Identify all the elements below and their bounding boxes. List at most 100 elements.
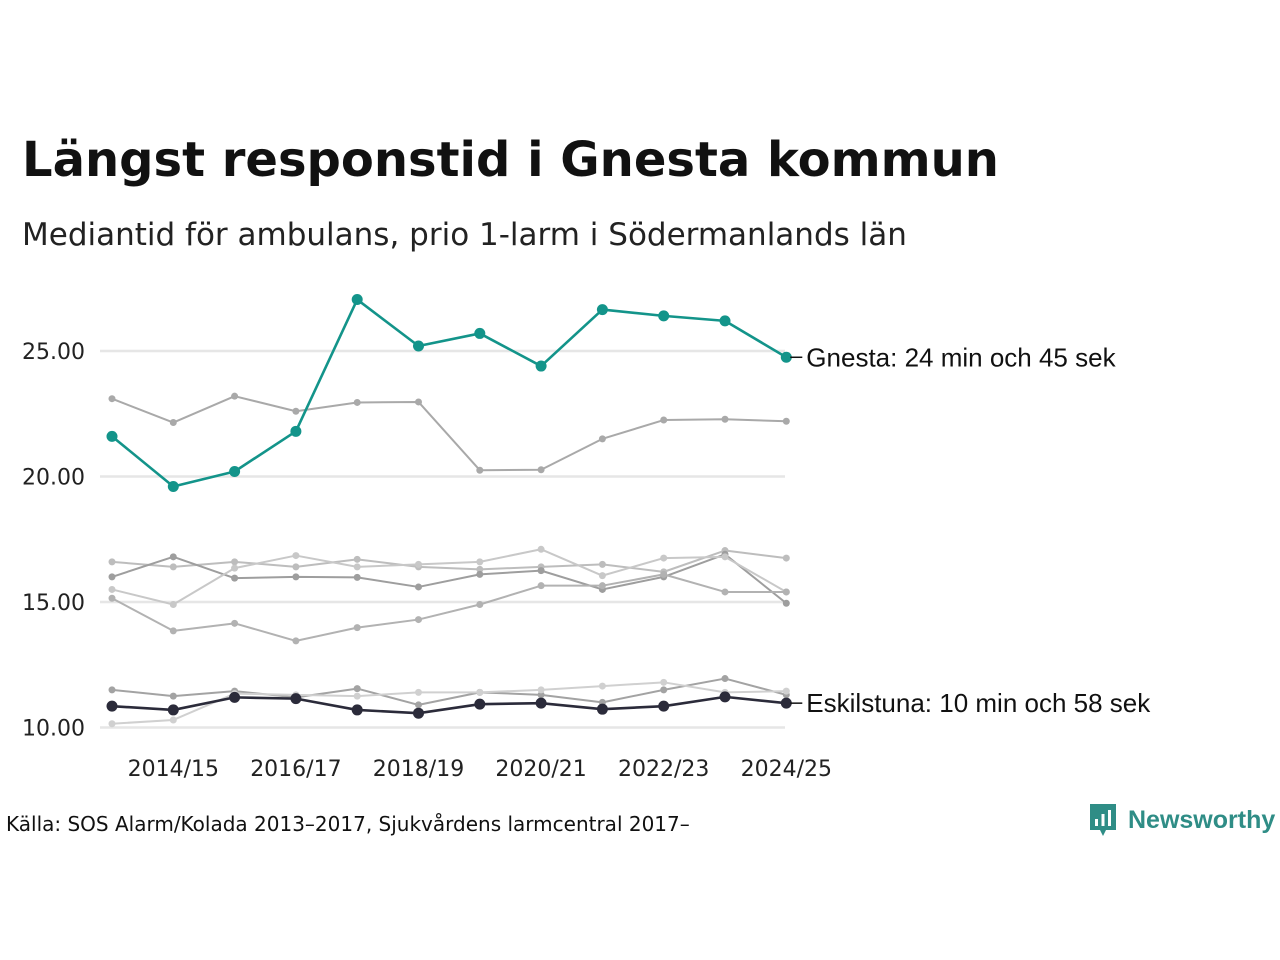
series-line: [111, 681, 787, 725]
series-line: [111, 549, 787, 573]
data-point: [782, 417, 790, 425]
data-point: [229, 465, 241, 477]
series-line: [111, 553, 787, 605]
series-line: [111, 298, 787, 488]
data-point: [106, 430, 118, 442]
data-point: [108, 594, 116, 602]
data-point: [660, 416, 668, 424]
series-kommun-c: [108, 550, 790, 607]
data-point: [476, 565, 484, 573]
series-line: [111, 548, 787, 606]
data-point: [598, 572, 606, 580]
series-lines: [106, 294, 792, 728]
data-point: [537, 691, 545, 699]
data-point: [537, 545, 545, 553]
data-point: [537, 466, 545, 474]
data-point: [169, 601, 177, 609]
y-tick-label: 10.00: [22, 717, 85, 742]
data-point: [415, 616, 422, 624]
newsworthy-chart-icon: [1090, 804, 1116, 836]
data-point: [598, 560, 606, 568]
data-point: [353, 692, 361, 700]
data-point: [292, 552, 300, 560]
data-point: [660, 570, 668, 578]
x-axis-ticks: 2014/15 2016/17 2018/19 2020/21 2022/23 2024/…: [128, 757, 832, 782]
series-gnesta: [106, 294, 792, 493]
data-point: [292, 637, 300, 645]
y-tick-label: 20.00: [22, 466, 85, 491]
data-point: [415, 688, 422, 696]
data-point: [169, 716, 177, 724]
data-point: [169, 553, 177, 561]
data-point: [780, 697, 792, 709]
data-point: [108, 686, 116, 694]
x-tick-label: 2018/19: [373, 757, 464, 782]
data-point: [231, 392, 239, 400]
data-point: [292, 563, 300, 571]
data-point: [537, 567, 545, 575]
data-point: [476, 688, 484, 696]
data-point: [290, 693, 302, 705]
data-point: [413, 707, 424, 719]
data-point: [108, 573, 116, 581]
x-tick-label: 2020/21: [495, 757, 586, 782]
newsworthy-logo: Newsworthy: [1088, 802, 1275, 838]
series-end-labels: Eskilstuna: 10 min och 58 sek Gnesta: 24 …: [790, 342, 1151, 718]
series-line: [111, 677, 787, 706]
series-eskilstuna: [106, 691, 792, 719]
data-point: [108, 395, 116, 403]
data-point: [415, 583, 422, 591]
series-kommun-g: [108, 678, 790, 728]
data-point: [108, 585, 116, 593]
data-point: [106, 700, 118, 712]
data-point: [351, 294, 363, 306]
data-point: [353, 555, 361, 563]
data-point: [782, 554, 790, 562]
data-point: [476, 558, 484, 566]
data-point: [169, 627, 177, 635]
data-point: [535, 697, 547, 709]
data-point: [351, 704, 363, 716]
data-point: [229, 691, 241, 703]
data-point: [413, 340, 424, 352]
data-point: [169, 692, 177, 700]
data-point: [780, 351, 792, 363]
data-point: [231, 558, 239, 566]
data-point: [167, 704, 179, 716]
chart-title: Längst responstid i Gnesta kommun: [22, 132, 999, 188]
data-point: [353, 573, 361, 581]
data-point: [108, 558, 116, 566]
data-point: [415, 560, 422, 568]
data-point: [231, 619, 239, 627]
x-tick-label: 2022/23: [618, 757, 709, 782]
data-point: [108, 720, 116, 728]
data-point: [169, 563, 177, 571]
data-point: [660, 686, 668, 694]
chart-subtitle: Mediantid för ambulans, prio 1-larm i Sö…: [22, 217, 907, 253]
data-point: [598, 682, 606, 690]
data-point: [598, 435, 606, 443]
data-point: [415, 701, 422, 709]
data-point: [231, 564, 239, 572]
data-point: [476, 570, 484, 578]
data-point: [415, 398, 422, 406]
data-point: [658, 700, 670, 712]
data-point: [476, 466, 484, 474]
data-point: [169, 419, 177, 427]
data-point: [167, 481, 179, 493]
data-point: [782, 599, 790, 607]
x-tick-label: 2024/25: [741, 757, 832, 782]
x-tick-label: 2016/17: [250, 757, 341, 782]
data-point: [721, 675, 729, 683]
data-point: [474, 327, 486, 339]
data-point: [353, 624, 361, 632]
series-end-label: Gnesta: 24 min och 45 sek: [806, 342, 1116, 372]
source-note: Källa: SOS Alarm/Kolada 2013–2017, Sjukv…: [6, 812, 690, 836]
data-point: [719, 691, 731, 703]
series-kommun-b: [108, 547, 790, 576]
data-point: [782, 687, 790, 695]
series-line: [111, 695, 787, 715]
data-point: [292, 407, 300, 415]
data-point: [782, 588, 790, 596]
